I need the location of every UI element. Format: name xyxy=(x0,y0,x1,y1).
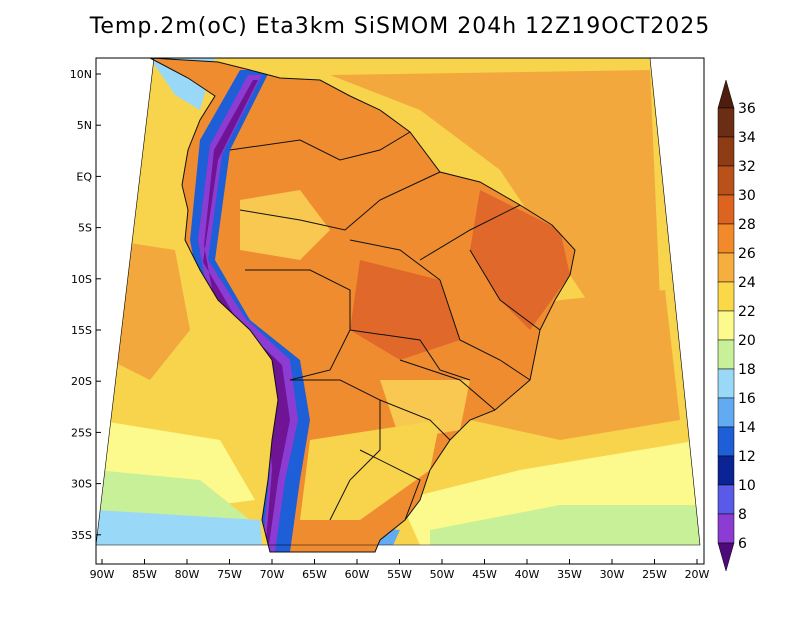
lon-tick-label: 85W xyxy=(132,568,157,581)
longitude-axis: 90W 85W 80W 75W 70W 65W 60W 55W 50W 45W 40W 35W 30W 2… xyxy=(90,559,710,581)
lon-tick-label: 35W xyxy=(557,568,582,581)
colorbar-label: 20 xyxy=(738,333,756,349)
latitude-axis: 10N 5N EQ 5S 10S 15S 20S 25S 30S 35S xyxy=(70,68,101,542)
colorbar-label: 28 xyxy=(738,217,756,233)
lon-tick-label: 70W xyxy=(260,568,285,581)
lat-tick-label: 30S xyxy=(71,478,92,491)
political-borders xyxy=(149,57,576,553)
lon-tick-label: 90W xyxy=(90,568,115,581)
lat-tick-label: 20S xyxy=(71,375,92,388)
colorbar-label: 16 xyxy=(738,391,756,407)
lat-tick-label: 5N xyxy=(77,119,92,132)
colorbar-segment xyxy=(717,455,735,486)
colorbar-label: 14 xyxy=(738,420,756,436)
colorbar-segment xyxy=(717,397,735,428)
colorbar-label: 26 xyxy=(738,246,756,262)
lat-tick-label: 35S xyxy=(71,529,92,542)
colorbar-segment xyxy=(717,310,735,341)
colorbar-label: 22 xyxy=(738,304,756,320)
colorbar-label: 6 xyxy=(738,536,747,552)
colorbar-segment xyxy=(717,339,735,370)
colorbar-label: 32 xyxy=(738,159,756,175)
colorbar-segment xyxy=(717,136,735,167)
lat-tick-label: 25S xyxy=(71,426,92,439)
colorbar-label: 30 xyxy=(738,188,756,204)
lon-tick-label: 40W xyxy=(515,568,540,581)
lat-tick-label: 5S xyxy=(78,222,92,235)
colorbar-segment xyxy=(717,484,735,515)
lon-tick-label: 55W xyxy=(387,568,412,581)
colorbar-segment xyxy=(717,252,735,283)
colorbar-label: 8 xyxy=(738,507,747,523)
colorbar-segment xyxy=(717,223,735,254)
lon-tick-label: 45W xyxy=(472,568,497,581)
lon-tick-label: 80W xyxy=(175,568,200,581)
lon-tick-label: 50W xyxy=(430,568,455,581)
colorbar: 36 34 32 30 28 26 24 22 20 18 16 14 12 10 8 6 xyxy=(717,79,756,572)
colorbar-label: 24 xyxy=(738,275,756,291)
colorbar-label: 12 xyxy=(738,449,756,465)
colorbar-segment xyxy=(717,194,735,225)
colorbar-segment xyxy=(717,281,735,312)
colorbar-label: 34 xyxy=(738,130,756,146)
colorbar-segment xyxy=(717,165,735,196)
colorbar-top-arrow xyxy=(717,79,735,109)
colorbar-label: 18 xyxy=(738,362,756,378)
lat-tick-label: 10S xyxy=(71,273,92,286)
lon-tick-label: 25W xyxy=(642,568,667,581)
lat-tick-label: EQ xyxy=(76,170,92,183)
lon-tick-label: 60W xyxy=(345,568,370,581)
lat-tick-label: 10N xyxy=(70,68,92,81)
colorbar-label: 36 xyxy=(738,101,756,117)
lon-tick-label: 20W xyxy=(685,568,710,581)
colorbar-segment xyxy=(717,426,735,457)
lon-tick-label: 65W xyxy=(302,568,327,581)
colorbar-segment xyxy=(717,368,735,399)
map-title: Temp.2m(oC) Eta3km SiSMOM 204h 12Z19OCT2… xyxy=(89,14,711,39)
colorbar-segment xyxy=(717,107,735,138)
lon-tick-label: 75W xyxy=(217,568,242,581)
lat-tick-label: 15S xyxy=(71,324,92,337)
colorbar-label: 10 xyxy=(738,478,756,494)
colorbar-bottom-arrow xyxy=(717,542,735,572)
colorbar-segment xyxy=(717,513,735,544)
lon-tick-label: 30W xyxy=(600,568,625,581)
